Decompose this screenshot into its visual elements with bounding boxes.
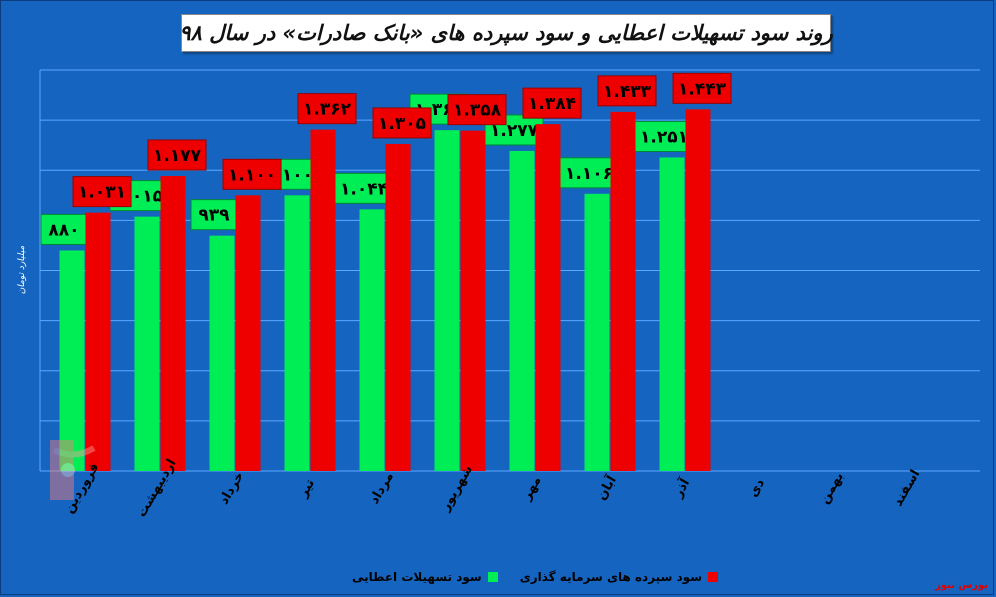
- x-tick-label: بهمن: [817, 470, 847, 507]
- data-label: ۸۸۰: [48, 220, 79, 240]
- bar-facilities: [659, 157, 685, 471]
- data-label: ۱.۳۸۴: [528, 94, 576, 114]
- watermark-logo: [50, 440, 96, 500]
- bar-deposits: [160, 176, 186, 471]
- bar-facilities: [209, 235, 235, 471]
- chart-legend: سود سپرده های سرمایه گذاری سود تسهیلات اع…: [330, 566, 719, 588]
- x-tick-label: دی: [746, 476, 768, 500]
- data-label: ۱.۴۳۳: [603, 82, 652, 102]
- data-label: ۱.۱۰۰: [228, 165, 276, 185]
- legend-item: سود سپرده های سرمایه گذاری: [519, 570, 719, 584]
- bar-facilities: [509, 150, 535, 471]
- bar-facilities: [59, 250, 85, 471]
- data-label: ۱.۱۷۷: [153, 146, 202, 166]
- data-label: ۱.۳۰۵: [378, 114, 426, 134]
- data-label: ۱.۲۵۱: [640, 127, 688, 147]
- x-tick-label: تیر: [295, 477, 318, 501]
- x-tick-label: آذر: [669, 475, 694, 501]
- bar-deposits: [385, 143, 411, 471]
- bar-deposits: [310, 129, 336, 471]
- bar-deposits: [235, 195, 261, 471]
- data-label-box: [72, 176, 132, 208]
- y-axis-label: میلیارد تومان: [17, 246, 27, 295]
- data-label-box: [40, 213, 88, 245]
- chart-title: روند سود تسهیلات اعطایی و سود سپرده های …: [179, 14, 833, 52]
- x-tick-label: آبان: [592, 472, 620, 503]
- data-label: ۱.۴۴۳: [678, 79, 727, 99]
- x-tick-label: مرداد: [367, 470, 397, 507]
- data-label-box: [147, 139, 207, 171]
- data-label-box: [522, 87, 582, 119]
- data-label-box: [559, 157, 619, 189]
- data-label: ۱.۳۶۲: [303, 100, 352, 120]
- x-tick-label: خرداد: [217, 469, 248, 507]
- data-label: ۱.۰۴۴: [340, 179, 388, 199]
- data-label: ۱.۳۵۸: [453, 101, 502, 121]
- x-tick-label: اسفند: [891, 467, 924, 509]
- data-label-box: [222, 158, 282, 190]
- bar-deposits: [460, 130, 486, 471]
- data-label: ۱.۰۳۱: [78, 183, 126, 203]
- legend-item: سود تسهیلات اعطایی: [352, 570, 498, 584]
- data-label: ۹۳۹: [198, 206, 230, 226]
- data-label-box: [447, 94, 507, 126]
- bar-facilities: [134, 216, 160, 471]
- data-label-box: [372, 107, 432, 139]
- bar-facilities: [434, 130, 460, 471]
- data-label-box: [190, 199, 238, 231]
- data-label-box: [672, 72, 732, 104]
- legend-label: سود تسهیلات اعطایی: [352, 570, 482, 584]
- bar-facilities: [284, 195, 310, 471]
- data-label-box: [297, 93, 357, 125]
- bar-deposits: [85, 212, 111, 471]
- legend-label: سود سپرده های سرمایه گذاری: [519, 570, 703, 584]
- bar-facilities: [584, 193, 610, 471]
- bar-deposits: [685, 109, 711, 472]
- legend-swatch: [487, 572, 498, 582]
- data-label: ۱.۲۷۷: [490, 121, 539, 141]
- legend-swatch: [708, 572, 719, 582]
- bar-deposits: [535, 124, 561, 471]
- bar-deposits: [610, 111, 636, 472]
- x-tick-label: مهر: [519, 474, 545, 504]
- data-label-box: [597, 75, 657, 107]
- data-label: ۱.۱۰۶: [565, 164, 613, 184]
- bar-facilities: [359, 209, 385, 471]
- brand-label: بورس نیوز: [935, 580, 988, 591]
